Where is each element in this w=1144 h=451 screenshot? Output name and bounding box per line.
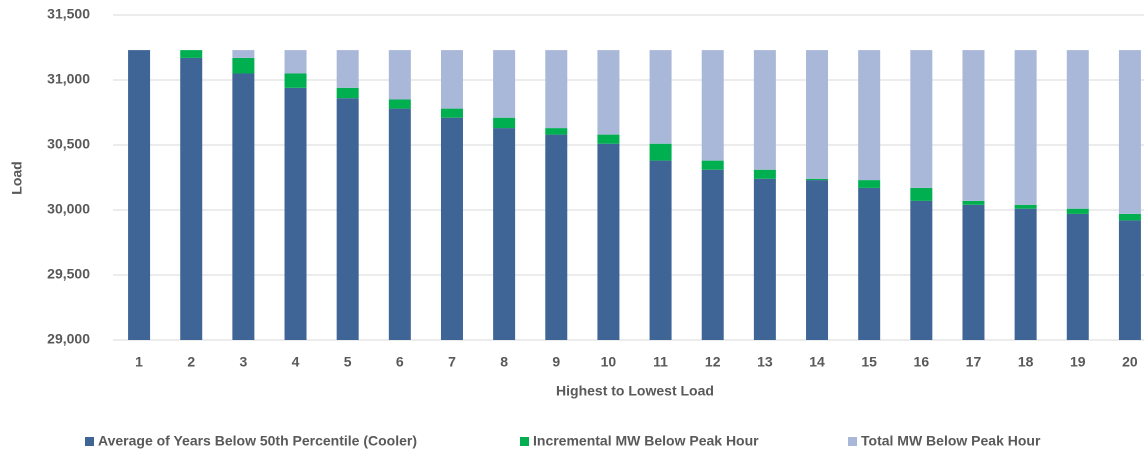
x-tick-label: 18 [1018, 354, 1034, 370]
bar-segment [180, 50, 203, 58]
bar-segment [284, 87, 307, 340]
bar-segment [753, 50, 776, 170]
bar-segment [649, 160, 672, 340]
bar-segment [649, 143, 672, 161]
x-tick-label: 12 [705, 354, 721, 370]
bar-segment [806, 178, 829, 181]
bar-segment [1014, 208, 1037, 340]
bar-segment [1066, 208, 1089, 214]
bar-segment [806, 180, 829, 340]
bar-segment [493, 50, 516, 118]
bar-segment [284, 50, 307, 74]
legend-label: Incremental MW Below Peak Hour [533, 433, 759, 449]
bar-segment [1118, 50, 1141, 214]
bar-segment [858, 187, 881, 340]
bar-segment [284, 73, 307, 88]
bar-segment [232, 50, 255, 58]
x-tick-label: 10 [601, 354, 617, 370]
x-tick-label: 3 [239, 354, 247, 370]
bar-segment [597, 143, 620, 340]
x-tick-label: 5 [344, 354, 352, 370]
bar-segment [962, 200, 985, 205]
x-tick-label: 6 [396, 354, 404, 370]
bar-segment [858, 50, 881, 181]
bar-segment [440, 50, 463, 109]
bar-segment [597, 134, 620, 144]
bar-segment [962, 50, 985, 201]
bar-segment [493, 128, 516, 340]
x-tick-label: 4 [292, 354, 300, 370]
x-tick-label: 9 [552, 354, 560, 370]
x-tick-label: 15 [861, 354, 877, 370]
bar-segment [1014, 50, 1037, 205]
bar-segment [910, 50, 933, 188]
legend-swatch [85, 437, 94, 446]
x-axis-title: Highest to Lowest Load [556, 383, 714, 399]
bar-segment [910, 187, 933, 201]
x-tick-label: 8 [500, 354, 508, 370]
bar-segment [1066, 213, 1089, 340]
y-tick-label: 30,000 [47, 201, 90, 217]
bar-segment [962, 204, 985, 340]
legend-label: Average of Years Below 50th Percentile (… [98, 433, 417, 449]
bar-segment [232, 57, 255, 74]
bar-segment [180, 57, 203, 341]
bar-segment [388, 50, 411, 100]
bar-segment [701, 169, 724, 340]
legend-label: Total MW Below Peak Hour [861, 433, 1041, 449]
bar-segment [545, 128, 568, 135]
bar-segment [701, 160, 724, 170]
bar-segment [440, 108, 463, 118]
bar-segment [388, 99, 411, 109]
bar-segment [701, 50, 724, 161]
x-tick-label: 11 [653, 354, 668, 370]
bar-segment [1118, 220, 1141, 340]
legend-swatch [520, 437, 529, 446]
bar-segment [597, 50, 620, 135]
bar-segment [806, 50, 829, 179]
y-tick-label: 29,000 [47, 331, 90, 347]
bar-segment [388, 108, 411, 340]
x-tick-label: 19 [1070, 354, 1086, 370]
bar-segment [1014, 204, 1037, 209]
x-tick-label: 7 [448, 354, 456, 370]
bar-segment [753, 169, 776, 179]
x-tick-label: 13 [757, 354, 773, 370]
x-tick-label: 14 [809, 354, 825, 370]
x-tick-label: 20 [1122, 354, 1138, 370]
bar-segment [649, 50, 672, 144]
bar-segment [910, 200, 933, 340]
y-tick-label: 31,500 [47, 6, 90, 22]
bar-segment [232, 73, 255, 340]
bar-segment [1066, 50, 1089, 209]
bar-segment [336, 50, 359, 88]
bar-segment [1118, 213, 1141, 221]
bar-segment [493, 117, 516, 129]
y-tick-label: 30,500 [47, 136, 90, 152]
bar-segment [858, 180, 881, 188]
legend-swatch [848, 437, 857, 446]
bar-segment [545, 50, 568, 129]
x-tick-label: 1 [135, 354, 143, 370]
bar-segment [128, 50, 151, 340]
bar-segment [336, 98, 359, 340]
x-tick-label: 17 [966, 354, 982, 370]
y-axis-title: Load [9, 161, 25, 194]
bar-segment [545, 134, 568, 340]
bar-segment [440, 117, 463, 340]
x-tick-label: 16 [914, 354, 930, 370]
y-tick-label: 31,000 [47, 71, 90, 87]
y-tick-label: 29,500 [47, 266, 90, 282]
bar-segment [336, 87, 359, 99]
x-tick-label: 2 [187, 354, 195, 370]
bar-segment [753, 178, 776, 340]
